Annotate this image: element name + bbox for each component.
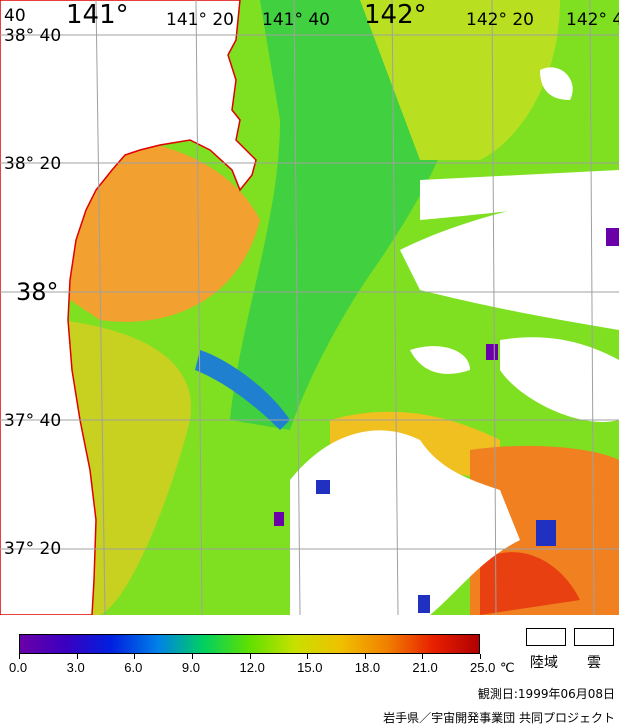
longitude-label: 141°	[66, 0, 129, 30]
latitude-label: 37° 20	[4, 539, 62, 559]
longitude-label: 142° 20	[466, 10, 534, 30]
colorbar-tick-label: 15.0	[297, 660, 323, 675]
cold-water-streak	[195, 350, 290, 430]
latitude-label: 38° 40	[4, 26, 62, 46]
cold-speck	[418, 595, 430, 613]
colorbar-tick-mark	[76, 654, 78, 659]
colorbar-tick-mark	[364, 654, 366, 659]
land-legend-swatch	[526, 628, 566, 646]
cloud-legend-swatch	[574, 628, 614, 646]
latitude-label: 38° 20	[4, 154, 62, 174]
cloud-patch	[400, 190, 619, 330]
latitude-label: 38°	[16, 278, 59, 306]
colorbar-tick-label: 12.0	[239, 660, 265, 675]
observation-date: 観測日:1999年06月08日	[477, 687, 615, 701]
credit-text: 岩手県／宇宙開発事業団 共同プロジェクト	[383, 711, 615, 725]
cloud-patch	[540, 67, 573, 100]
cloud-patch	[410, 346, 470, 374]
colorbar-unit: ℃	[500, 660, 515, 675]
colorbar-tick-mark	[480, 654, 481, 659]
longitude-label: 40	[4, 6, 26, 26]
colorbar-tick-mark	[422, 654, 424, 659]
colorbar-tick-label: 25.0	[470, 660, 496, 675]
mild-water-region	[360, 0, 560, 160]
longitude-label: 142°	[364, 0, 427, 30]
land-legend-label: 陸域	[530, 655, 558, 671]
colorbar-tick-mark	[191, 654, 193, 659]
cold-speck	[486, 344, 498, 360]
cold-speck	[316, 480, 330, 494]
colorbar-tick-label: 18.0	[354, 660, 381, 675]
colorbar-tick-label: 6.0	[124, 660, 143, 675]
colorbar-tick-label: 9.0	[181, 660, 200, 675]
colorbar-tick-label: 21.0	[412, 660, 438, 675]
longitude-label: 141° 20	[166, 10, 234, 30]
land-mass	[0, 0, 257, 615]
longitude-label: 142° 4	[566, 10, 619, 30]
latitude-label: 37° 40	[4, 411, 62, 431]
colorbar-tick-mark	[307, 654, 309, 659]
cloud-patch	[420, 170, 619, 220]
cold-speck	[606, 228, 619, 246]
cloud-patch	[500, 337, 619, 422]
warm-water-region	[70, 138, 260, 322]
colorbar-tick-label: 0.0	[9, 660, 28, 675]
colorbar-tick-label: 3.0	[66, 660, 85, 675]
longitude-label: 141° 40	[262, 10, 330, 30]
temperature-colorbar	[19, 634, 480, 654]
colorbar-tick-mark	[134, 654, 136, 659]
cold-speck	[536, 520, 556, 546]
sea-surface-temperature-map	[0, 0, 619, 615]
colorbar-tick-mark	[19, 654, 20, 659]
graticule	[0, 0, 619, 615]
cloud-patch	[290, 430, 520, 615]
cold-speck	[274, 512, 284, 526]
cloud-legend-label: 雲	[587, 655, 601, 671]
hot-water-region	[480, 552, 580, 615]
colorbar-tick-mark	[249, 654, 251, 659]
